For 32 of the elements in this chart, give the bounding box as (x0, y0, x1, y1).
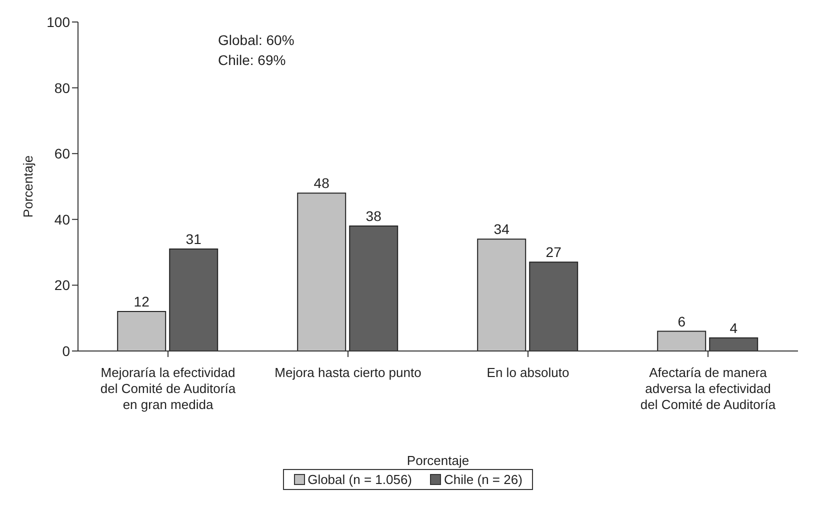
bar (117, 311, 166, 351)
bar (169, 248, 218, 351)
x-tick-label: En lo absoluto (486, 365, 570, 380)
bar (657, 330, 706, 351)
x-tick-label: Mejoraría la efectividad del Comité de Auditoría en gran medida (100, 365, 236, 412)
bar (529, 262, 578, 351)
data-label: 38 (366, 208, 382, 224)
data-label: 12 (134, 294, 150, 310)
y-tick-label: 0 (62, 342, 70, 359)
data-label: 6 (678, 313, 686, 330)
bar (349, 225, 398, 351)
data-label: 4 (730, 320, 738, 336)
data-label: 34 (494, 221, 510, 238)
y-tick-label: 80 (54, 80, 70, 96)
x-axis-title: Porcentaje (406, 453, 470, 468)
y-tick-label: 20 (54, 277, 70, 294)
annotation: Chile: 69% (218, 52, 286, 68)
bar (297, 192, 346, 351)
bar (477, 238, 526, 351)
legend-label: Chile (n = 26) (443, 472, 522, 487)
data-label: 27 (546, 244, 562, 260)
x-tick-label: Mejora hasta cierto punto (274, 365, 422, 380)
legend-label: Global (n = 1.056) (306, 472, 412, 487)
data-label: 48 (314, 175, 330, 192)
annotation: Global: 60% (218, 32, 294, 48)
x-tick-label: Afectaría de manera adversa la efectividad del Comité de Auditoría (640, 365, 776, 412)
y-axis-title: Porcentaje (20, 155, 36, 218)
y-tick-label: 60 (54, 146, 70, 162)
bar (709, 337, 758, 351)
data-label: 31 (186, 231, 202, 248)
y-tick-label: 40 (54, 211, 70, 228)
y-tick-label: 100 (46, 14, 70, 30)
